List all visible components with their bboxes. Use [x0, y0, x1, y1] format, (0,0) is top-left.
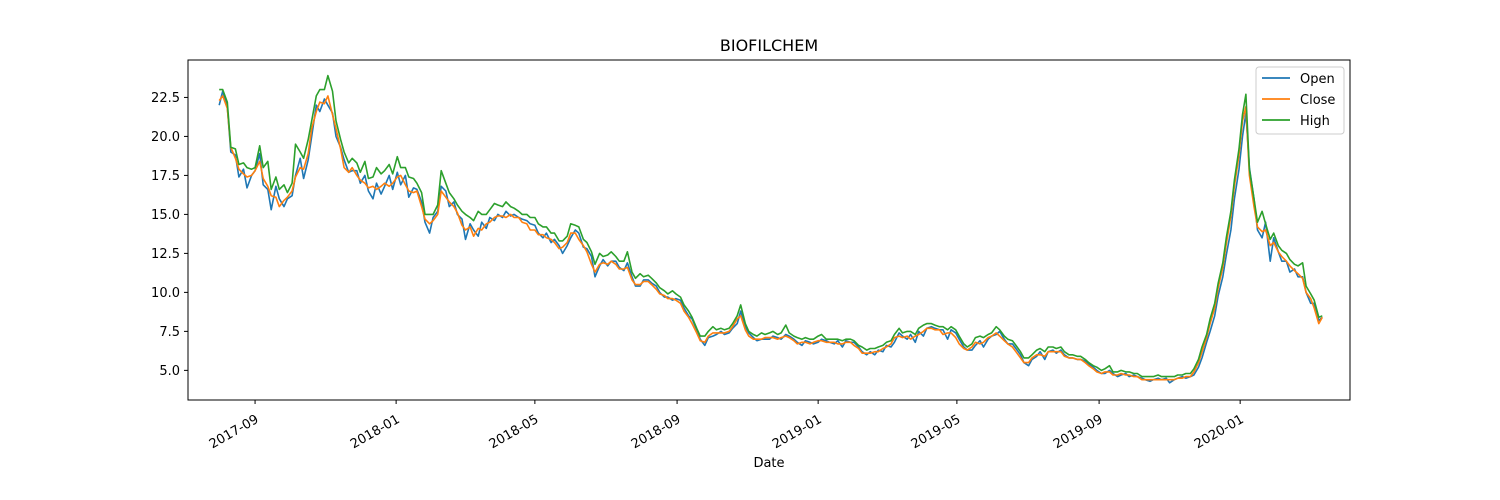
x-tick-label: 2018-01 [348, 412, 403, 452]
x-tick-label: 2018-05 [487, 412, 542, 452]
y-tick-label: 15.0 [151, 208, 180, 223]
series-line-open [218, 90, 1323, 384]
legend: Open Close High [1255, 66, 1345, 135]
x-axis: 2017-09 2018-01 2018-05 2018-09 2019-01 2019-… [207, 400, 1247, 452]
legend-box [1255, 66, 1345, 135]
x-tick-label: 2017-09 [207, 412, 262, 452]
y-tick-label: 22.5 [151, 91, 180, 106]
x-tick-label: 2019-01 [770, 412, 825, 452]
x-tick-label: 2020-01 [1192, 412, 1247, 452]
x-tick-label: 2019-09 [1051, 412, 1106, 452]
y-tick-label: 20.0 [151, 130, 180, 145]
y-tick-label: 10.0 [151, 286, 180, 301]
series-line-close [218, 95, 1323, 381]
y-tick-label: 5.0 [159, 364, 180, 379]
x-tick-label: 2018-09 [629, 412, 684, 452]
chart-title: BIOFILCHEM [720, 36, 818, 55]
x-tick-label: 2019-05 [909, 412, 964, 452]
plot-frame [187, 59, 1351, 401]
y-tick-label: 17.5 [151, 169, 180, 184]
legend-label-high: High [1300, 114, 1330, 129]
series-line-high [219, 74, 1323, 378]
y-tick-label: 7.5 [159, 325, 180, 340]
x-axis-label: Date [753, 456, 784, 471]
legend-label-open: Open [1300, 72, 1335, 87]
y-axis: 5.0 7.5 10.0 12.5 15.0 17.5 20.0 22.5 [151, 91, 188, 379]
plot-lines [218, 74, 1323, 384]
y-tick-label: 12.5 [151, 247, 180, 262]
legend-label-close: Close [1300, 93, 1335, 108]
